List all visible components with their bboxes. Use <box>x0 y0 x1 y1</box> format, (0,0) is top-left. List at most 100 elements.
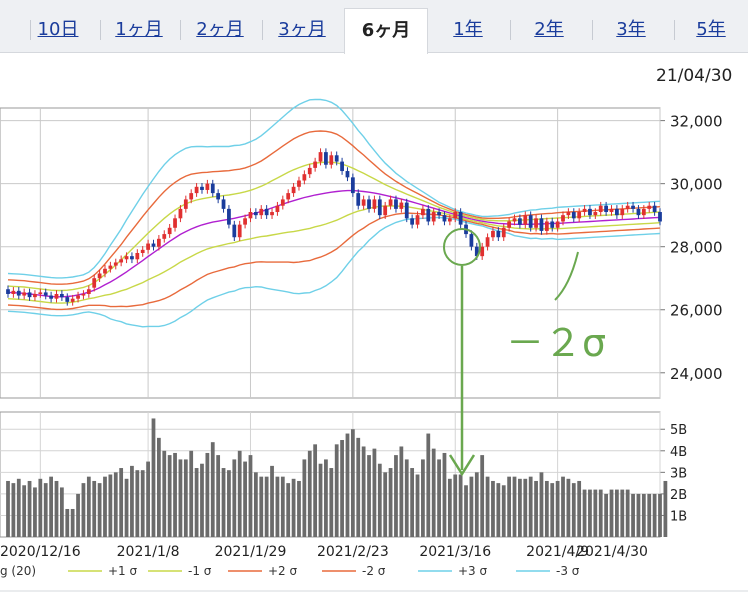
candle-body <box>210 183 215 194</box>
candle-body <box>275 205 280 213</box>
candle-body <box>550 221 555 228</box>
x-tick-label: 2021/3/16 <box>419 544 491 560</box>
volume-bar <box>173 452 177 537</box>
candle-body <box>189 193 194 200</box>
volume-bar <box>178 459 183 537</box>
volume-bar <box>394 455 398 537</box>
candle-body <box>615 208 619 216</box>
price-tick-label: 24,000 <box>670 365 723 383</box>
volume-bar <box>485 476 490 537</box>
volume-bar <box>248 455 253 537</box>
legend-label: +1 σ <box>108 564 138 578</box>
volume-bar <box>625 489 630 537</box>
volume-bar <box>641 493 646 537</box>
volume-bar <box>97 483 102 537</box>
candle-body <box>539 218 544 231</box>
volume-bar <box>54 480 59 537</box>
candle-body <box>329 155 334 165</box>
candle-body <box>248 212 253 219</box>
volume-bar <box>361 446 366 537</box>
legend-label: -3 σ <box>556 564 580 578</box>
candle-body <box>270 212 274 216</box>
volume-bar <box>577 480 582 537</box>
volume-bar <box>593 489 598 537</box>
band-line-+2 <box>7 130 661 285</box>
candle-body <box>194 186 199 194</box>
candle-body <box>641 208 646 216</box>
candle-body <box>243 218 247 225</box>
candle-body <box>27 292 32 298</box>
annotation-arrow-head <box>448 454 476 477</box>
volume-bar <box>81 483 86 537</box>
candle-body <box>49 295 53 299</box>
candle-body <box>410 218 415 225</box>
candle-body <box>76 295 80 299</box>
volume-bar <box>652 493 657 537</box>
volume-bar <box>582 489 587 537</box>
volume-bar <box>253 472 258 537</box>
as-of-date: 21/04/30 <box>656 66 733 86</box>
tab-1-year[interactable]: 1年 <box>453 19 483 40</box>
candle-body <box>350 177 355 194</box>
candle-body <box>86 289 91 294</box>
tab-1-month[interactable]: 1ヶ月 <box>100 8 178 52</box>
volume-bar <box>162 450 167 537</box>
candle-body <box>119 259 124 263</box>
x-tick-label: 2020/12/16 <box>0 544 81 560</box>
candle-body <box>92 278 97 288</box>
candle-body <box>70 298 75 302</box>
volume-bar <box>302 459 307 537</box>
candle-body <box>16 290 21 296</box>
volume-bar <box>259 476 264 537</box>
volume-bar <box>367 455 371 537</box>
candle-body <box>11 290 16 294</box>
candle-body <box>156 238 161 247</box>
candle-body <box>113 262 118 266</box>
candle-body <box>81 293 86 296</box>
volume-bar <box>604 493 609 537</box>
volume-bar <box>324 459 328 537</box>
x-tick-label: 2021/4/9 <box>526 544 589 560</box>
candle-body <box>544 221 549 231</box>
volume-bar <box>544 480 549 537</box>
volume-bar <box>620 489 625 537</box>
tab-2-months[interactable]: 2ヶ月 <box>180 8 260 52</box>
volume-bar <box>65 508 70 537</box>
volume-bar <box>491 480 495 537</box>
volume-tick-label: 1B <box>670 509 687 524</box>
volume-bar <box>6 480 10 537</box>
candle-body <box>227 208 231 225</box>
volume-bar <box>140 470 145 537</box>
tab-10-days[interactable]: 10日 <box>30 8 86 52</box>
x-tick-label: 2021/2/23 <box>317 544 389 560</box>
candle-body <box>620 208 625 216</box>
volume-bar <box>334 444 339 537</box>
volume-bar <box>421 459 425 537</box>
candle-body <box>146 243 150 250</box>
candle-body <box>313 161 318 168</box>
candle-body <box>598 205 603 213</box>
candle-body <box>237 224 242 238</box>
volume-bar <box>297 480 301 537</box>
candle-body <box>534 218 538 228</box>
volume-bar <box>345 433 350 537</box>
volume-bar <box>523 478 528 537</box>
volume-bar <box>453 474 458 537</box>
x-tick-label: 2021/4/30 <box>576 544 648 560</box>
band-line--3 <box>7 216 661 328</box>
tab-2-years[interactable]: 2年 <box>510 8 588 52</box>
volume-bar <box>318 463 323 537</box>
tab-6-months[interactable]: 6ヶ月 <box>344 8 428 54</box>
candle-body <box>291 186 296 194</box>
volume-bar <box>11 483 16 537</box>
tab-3-years[interactable]: 3年 <box>592 8 670 52</box>
band-line--1 <box>7 205 661 304</box>
volume-bar <box>210 442 215 537</box>
volume-bar <box>275 476 280 537</box>
tab-3-months[interactable]: 3ヶ月 <box>262 8 342 52</box>
period-tabs: 10日 1ヶ月 2ヶ月 3ヶ月 6ヶ月 1年 2年 3年 5年 <box>0 0 748 54</box>
tab-5-years[interactable]: 5年 <box>674 8 748 52</box>
candle-body <box>415 215 420 225</box>
volume-bar <box>496 483 501 537</box>
volume-bar <box>43 483 48 537</box>
